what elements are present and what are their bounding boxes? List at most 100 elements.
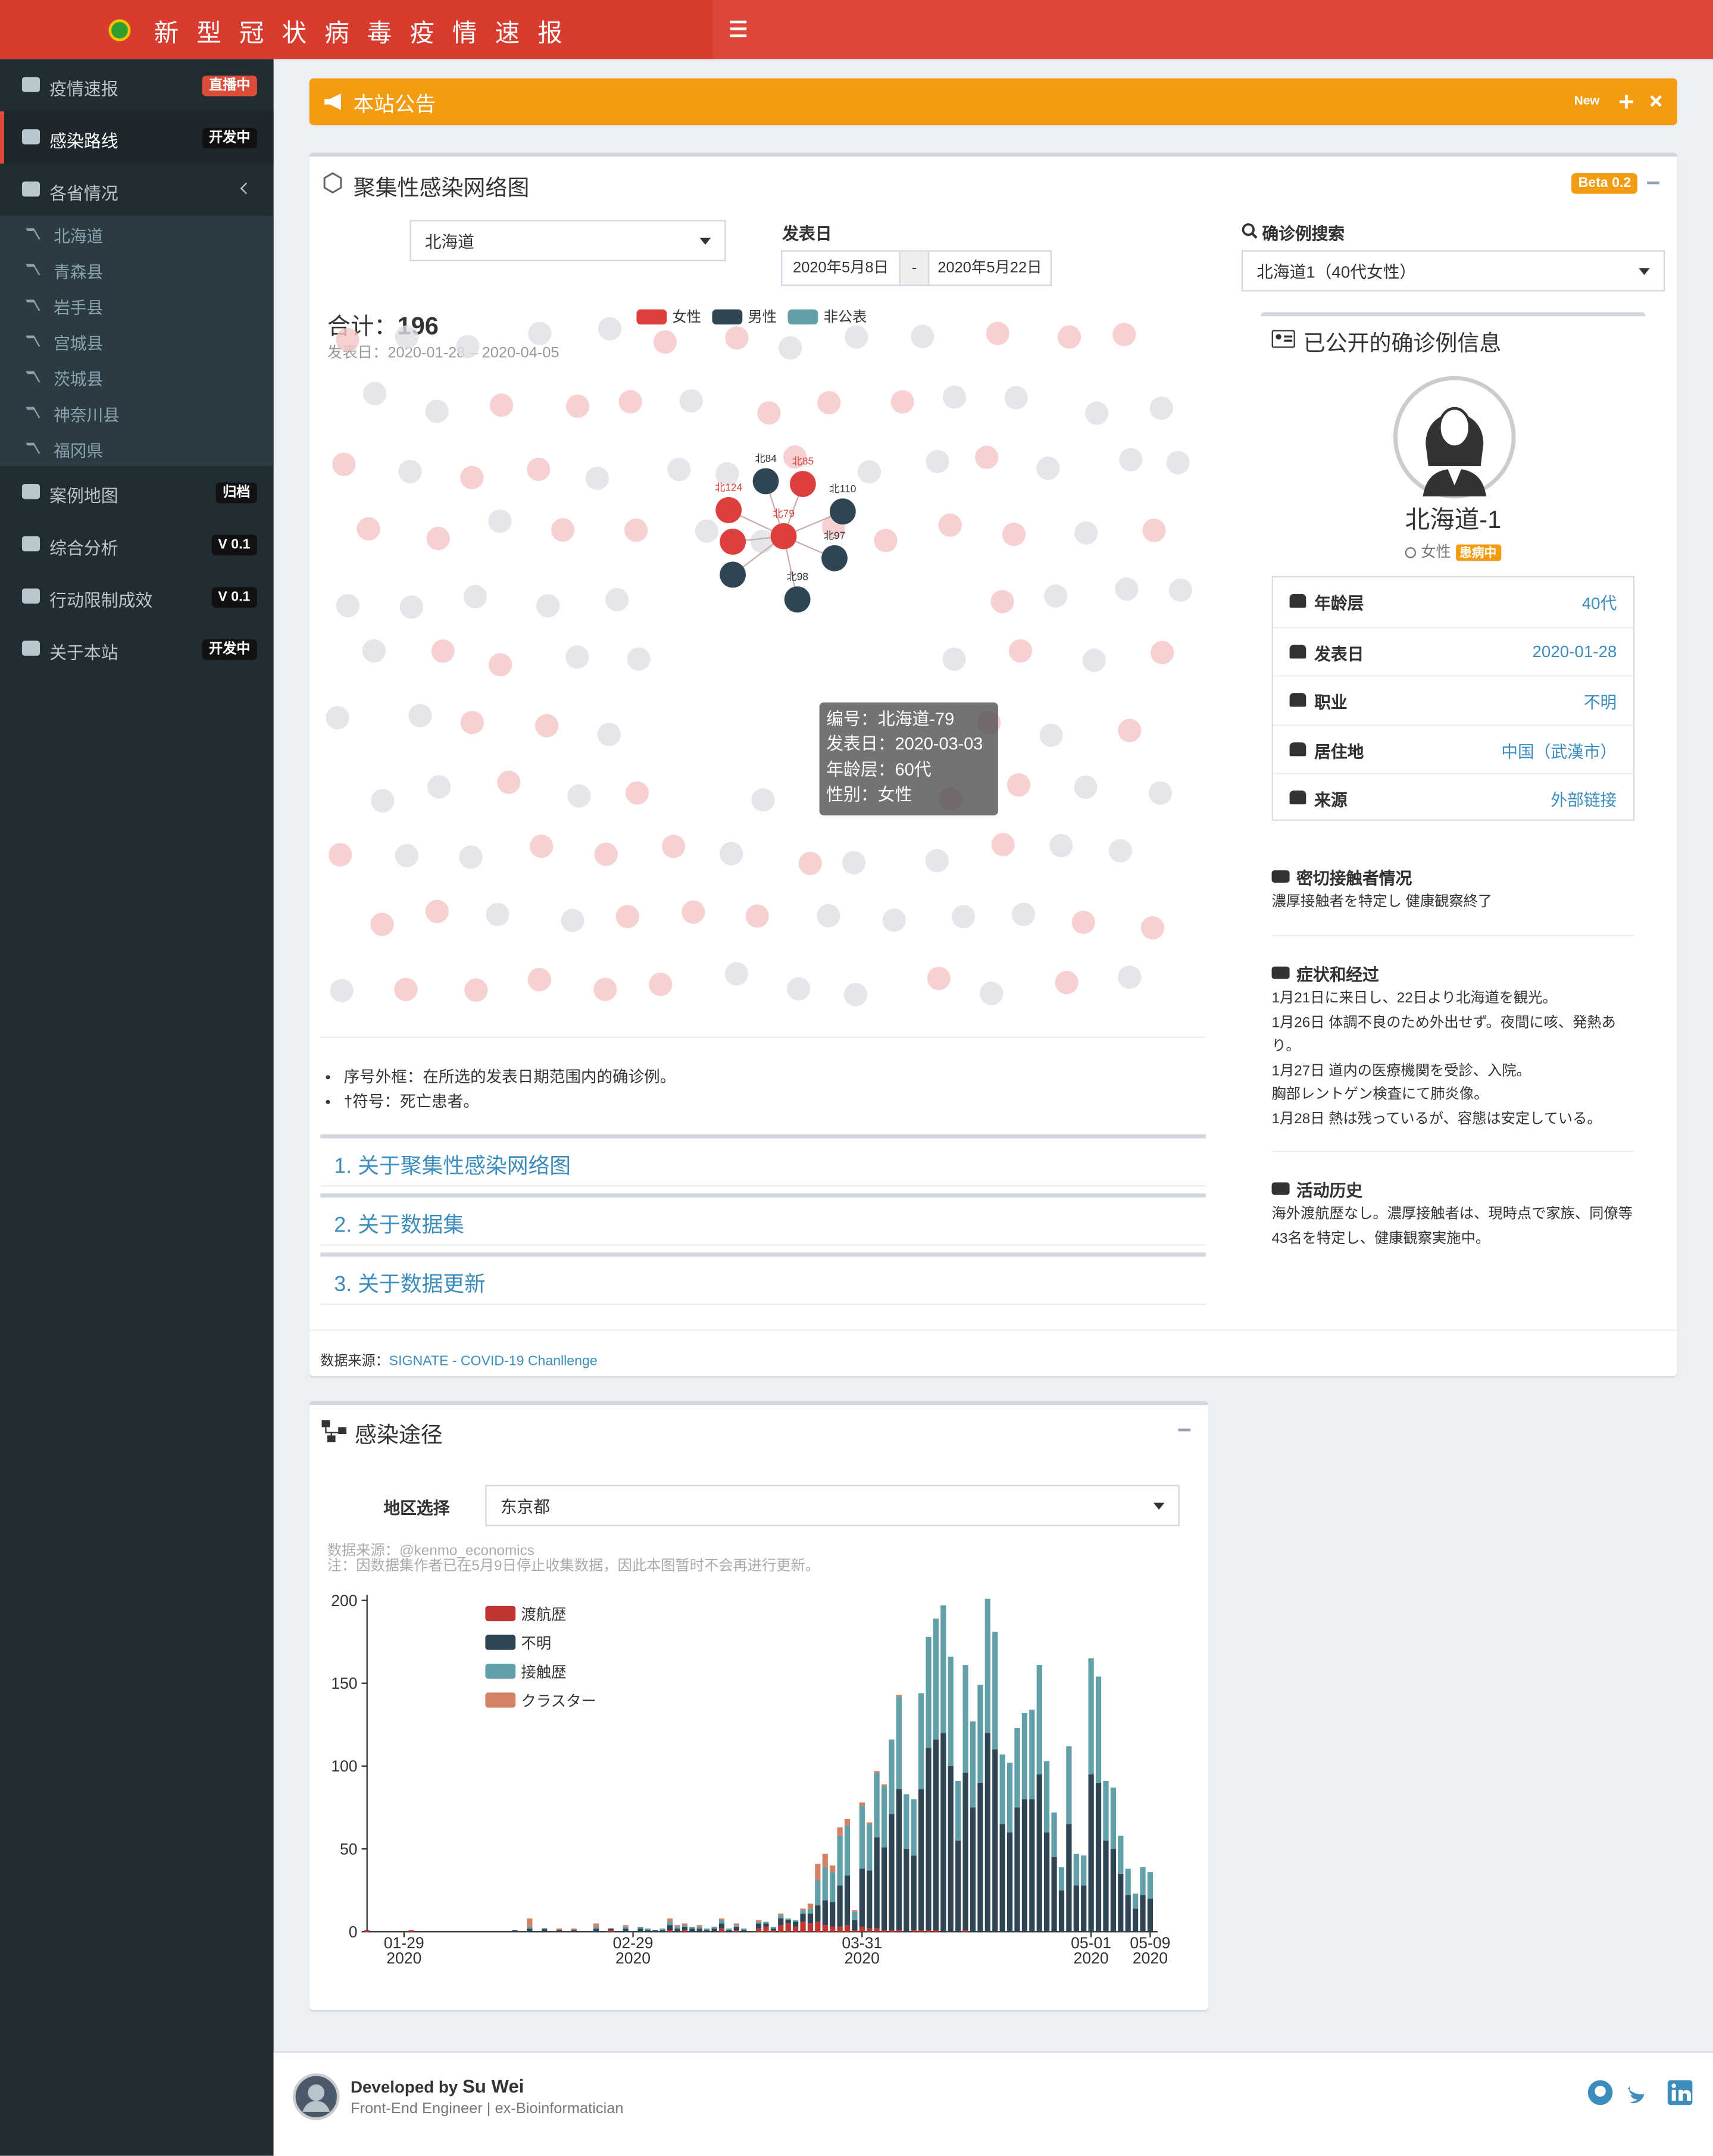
nav-item[interactable]: 各省情况 xyxy=(0,164,274,216)
background-node xyxy=(798,851,822,876)
nav-icon xyxy=(21,77,40,92)
background-node xyxy=(456,335,480,358)
tooltip-line: 发表日：2020-03-03 xyxy=(826,735,983,754)
submenu xyxy=(0,215,274,467)
bar-segment xyxy=(874,1928,880,1932)
bar-segment xyxy=(593,1923,599,1927)
notice-bar[interactable]: 本站公告 New xyxy=(309,78,1677,126)
bar-segment xyxy=(763,1921,769,1924)
menu-toggle[interactable] xyxy=(730,20,749,38)
bar-segment xyxy=(889,1814,895,1930)
bar-segment xyxy=(793,1921,799,1927)
info-row: 职业 不明 xyxy=(1273,675,1634,724)
background-node xyxy=(425,399,449,423)
bar-segment xyxy=(667,1921,673,1926)
notice-tools[interactable] xyxy=(1619,93,1664,110)
nav-badge: 开发中 xyxy=(202,639,257,660)
nav-item[interactable]: 行动限制成效 V 0.1 xyxy=(0,571,274,623)
row-value[interactable]: 外部链接 xyxy=(1551,790,1617,810)
social-links[interactable] xyxy=(1586,2079,1696,2106)
network-icon xyxy=(323,172,342,194)
accordion: 1. 关于聚集性感染网络图 2. 关于数据集 3. 关于数据更新 xyxy=(320,1134,1206,1312)
date-from[interactable]: 2020年5月8日 xyxy=(782,251,901,285)
bar-segment xyxy=(1103,1780,1109,1841)
case-node[interactable] xyxy=(752,468,779,495)
collapse-button[interactable] xyxy=(1178,1428,1191,1431)
bar-segment xyxy=(815,1905,821,1922)
bar-segment xyxy=(992,1632,998,1750)
developer-role: Front-End Engineer | ex-Bioinformatician xyxy=(350,2101,624,2118)
row-icon xyxy=(1289,742,1306,756)
bar-segment xyxy=(1066,1824,1072,1932)
submenu-label: 青森县 xyxy=(54,263,104,282)
bar-segment xyxy=(778,1918,784,1926)
bar-segment xyxy=(1021,1713,1028,1799)
bar-segment xyxy=(778,1915,784,1918)
background-node xyxy=(757,401,781,425)
case-node[interactable] xyxy=(821,545,848,571)
nav-item[interactable]: 综合分析 V 0.1 xyxy=(0,518,274,571)
case-node[interactable] xyxy=(829,498,856,525)
developer-name[interactable]: Su Wei xyxy=(462,2076,524,2097)
date-to[interactable]: 2020年5月22日 xyxy=(927,251,1051,285)
case-node[interactable] xyxy=(770,523,797,549)
background-node xyxy=(715,462,739,486)
case-node[interactable] xyxy=(720,561,746,588)
background-node xyxy=(357,517,380,541)
case-card: 已公开的确诊例信息 北海道-1 女性 患病中 年龄层 40代 发表日 2020-01-… xyxy=(1261,312,1646,1279)
bar-segment xyxy=(763,1926,769,1932)
background-node xyxy=(459,845,483,869)
background-node xyxy=(1149,396,1173,420)
nav-item[interactable]: 关于本站 开发中 xyxy=(0,623,274,675)
submenu-item[interactable]: 青森县 xyxy=(0,252,274,288)
case-node[interactable] xyxy=(720,529,746,555)
case-node[interactable] xyxy=(784,586,811,613)
source-link[interactable]: SIGNATE - COVID-19 Chanllenge xyxy=(389,1354,598,1370)
nav-badge: V 0.1 xyxy=(211,587,257,608)
submenu-item[interactable]: 宫城县 xyxy=(0,323,274,359)
bar-segment xyxy=(659,1930,665,1932)
nav-item[interactable]: 案例地图 归档 xyxy=(0,466,274,518)
background-node xyxy=(926,449,949,473)
nav-item[interactable]: 疫情速报 直播中 xyxy=(0,59,274,111)
accordion-item[interactable]: 3. 关于数据更新 xyxy=(320,1252,1206,1305)
bar-segment xyxy=(541,1928,548,1932)
bar-segment xyxy=(822,1854,828,1867)
bar-segment xyxy=(571,1930,577,1932)
background-node xyxy=(425,899,449,923)
accordion-item[interactable]: 2. 关于数据集 xyxy=(320,1193,1206,1246)
bar-segment xyxy=(785,1918,791,1920)
bar-segment xyxy=(1066,1746,1072,1824)
case-search[interactable]: 北海道1（40代女性） xyxy=(1241,250,1665,292)
submenu-icon xyxy=(26,407,40,418)
submenu-item[interactable]: 福冈県 xyxy=(0,430,274,466)
bar-segment xyxy=(733,1925,739,1927)
case-node[interactable] xyxy=(715,496,742,523)
case-node[interactable] xyxy=(789,471,816,497)
bar-segment xyxy=(778,1913,784,1916)
submenu-item[interactable]: 茨城县 xyxy=(0,359,274,395)
submenu-label: 神奈川县 xyxy=(54,405,120,425)
submenu-item[interactable]: 神奈川县 xyxy=(0,395,274,430)
submenu-icon xyxy=(26,228,40,239)
submenu-item[interactable]: 北海道 xyxy=(0,216,274,252)
background-node xyxy=(1004,386,1028,410)
background-node xyxy=(857,460,881,484)
accordion-item[interactable]: 1. 关于聚集性感染网络图 xyxy=(320,1134,1206,1187)
date-range-input[interactable]: 2020年5月8日 - 2020年5月22日 xyxy=(780,250,1052,286)
region-select[interactable]: 东京都 xyxy=(485,1485,1180,1526)
nav-item[interactable]: 感染路线 开发中 xyxy=(0,111,274,164)
submenu-item[interactable]: 岩手县 xyxy=(0,288,274,323)
data-source: 数据来源：@kenmo_economics xyxy=(327,1542,534,1560)
tooltip: 编号：北海道-79 发表日：2020-03-03 年龄层：60代 性别：女性 xyxy=(819,702,998,815)
bar-segment xyxy=(674,1926,680,1929)
legend-swatch xyxy=(787,309,818,325)
bar-segment xyxy=(881,1786,887,1848)
background-node xyxy=(817,390,841,415)
background-node xyxy=(1142,518,1166,542)
collapse-button[interactable] xyxy=(1647,181,1659,184)
region-select[interactable]: 北海道 xyxy=(410,220,726,261)
x-tick-label: 01-29 2020 xyxy=(383,1936,424,1967)
row-icon xyxy=(1289,790,1306,805)
